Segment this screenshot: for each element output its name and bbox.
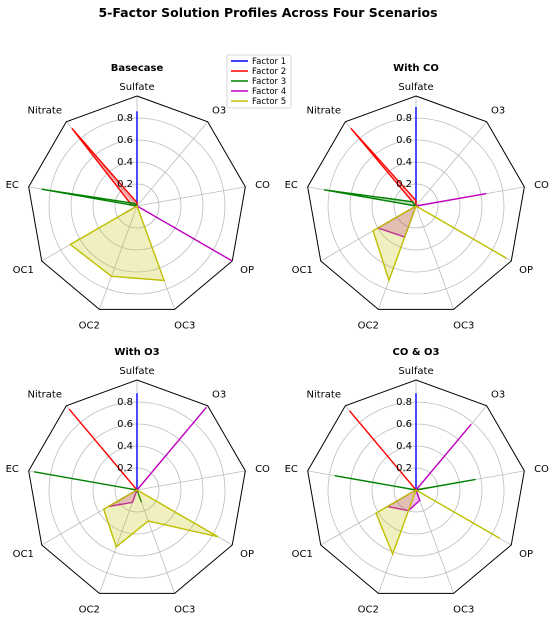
r-tick-label: 0.4 — [117, 157, 133, 168]
axis-label-co: CO — [534, 180, 549, 191]
axis-label-nitrate: Nitrate — [307, 389, 342, 400]
axis-label-oc2: OC2 — [358, 320, 379, 331]
r-tick-label: 0.2 — [396, 463, 412, 474]
legend-frame — [226, 54, 292, 109]
grid-spoke — [136, 470, 246, 491]
axis-label-oc1: OC1 — [292, 265, 313, 276]
r-tick-label: 0.2 — [117, 463, 133, 474]
legend-label: Factor 1 — [252, 57, 286, 67]
axis-label-op: OP — [519, 549, 533, 560]
radar-frame — [28, 379, 246, 594]
legend-label: Factor 3 — [252, 77, 286, 87]
radar-frame — [307, 379, 525, 594]
r-tick-label: 0.2 — [396, 179, 412, 190]
axis-label-oc2: OC2 — [358, 604, 379, 615]
grid-spoke — [415, 121, 488, 207]
r-tick-label: 0.8 — [396, 397, 412, 408]
axis-label-oc2: OC2 — [79, 604, 100, 615]
axis-label-o3: O3 — [212, 389, 226, 400]
grid-spoke — [415, 489, 454, 594]
radar-frame — [307, 95, 525, 310]
radar-frame — [28, 95, 246, 310]
panel-title: With O3 — [114, 347, 159, 358]
r-tick-label: 0.8 — [396, 113, 412, 124]
grid-spoke — [99, 205, 138, 310]
series-factor-3 — [323, 189, 418, 208]
axis-label-oc3: OC3 — [174, 604, 195, 615]
grid-spoke — [136, 121, 209, 207]
axis-label-oc3: OC3 — [174, 320, 195, 331]
radar-panels: 0.2 0.4 0.6 0.8 Sulfate O3 CO OP OC3 OC2 OC1 EC Nitr… — [6, 63, 549, 615]
r-tick-label: 0.6 — [396, 419, 412, 430]
axis-label-ec: EC — [285, 464, 298, 475]
axis-label-o3: O3 — [491, 105, 505, 116]
r-tick-label: 0.8 — [117, 113, 133, 124]
r-tick-label: 0.2 — [117, 179, 133, 190]
axis-label-ec: EC — [6, 464, 19, 475]
axis-label-nitrate: Nitrate — [28, 389, 63, 400]
axis-label-oc2: OC2 — [79, 320, 100, 331]
r-tick-label: 0.6 — [117, 135, 133, 146]
series-factor-5 — [102, 489, 219, 549]
axis-label-oc3: OC3 — [453, 320, 474, 331]
r-tick-label: 0.6 — [117, 419, 133, 430]
axis-label-op: OP — [240, 549, 254, 560]
series-factor-5 — [69, 204, 166, 282]
panel-title: CO & O3 — [393, 347, 440, 358]
grid-spoke — [415, 205, 454, 310]
axis-label-ec: EC — [285, 180, 298, 191]
axis-label-ec: EC — [6, 180, 19, 191]
axis-label-oc1: OC1 — [292, 549, 313, 560]
axis-label-sulfate: Sulfate — [119, 82, 154, 93]
r-tick-label: 0.8 — [117, 397, 133, 408]
axis-label-nitrate: Nitrate — [28, 105, 63, 116]
grid-spoke — [99, 489, 138, 594]
panel-title: With CO — [393, 63, 439, 74]
axis-label-op: OP — [519, 265, 533, 276]
figure-title: 5-Factor Solution Profiles Across Four S… — [98, 5, 437, 20]
grid-spoke — [136, 186, 246, 207]
axis-label-o3: O3 — [491, 389, 505, 400]
radar-panel-0: 0.2 0.4 0.6 0.8 Sulfate O3 CO OP OC3 OC2 OC1 EC Nitr… — [6, 63, 270, 331]
series-factor-3 — [41, 188, 139, 208]
axis-label-oc1: OC1 — [13, 549, 34, 560]
r-tick-label: 0.6 — [396, 135, 412, 146]
legend-label: Factor 5 — [252, 97, 286, 107]
axis-label-sulfate: Sulfate — [398, 82, 433, 93]
axis-label-op: OP — [240, 265, 254, 276]
axis-label-co: CO — [255, 180, 270, 191]
series-factor-5 — [375, 488, 501, 557]
radar-panel-2: 0.2 0.4 0.6 0.8 Sulfate O3 CO OP OC3 OC2 OC1 EC Nitr… — [6, 347, 270, 615]
panel-title: Basecase — [111, 63, 164, 74]
axis-label-oc1: OC1 — [13, 265, 34, 276]
r-tick-label: 0.4 — [117, 441, 133, 452]
legend-label: Factor 2 — [252, 67, 286, 77]
series-factor-2 — [348, 410, 427, 491]
axis-label-co: CO — [255, 464, 270, 475]
axis-label-o3: O3 — [212, 105, 226, 116]
axis-label-nitrate: Nitrate — [307, 105, 342, 116]
radar-panel-1: 0.2 0.4 0.6 0.8 Sulfate O3 CO OP OC3 OC2 OC1 EC Nitr… — [285, 63, 549, 331]
series-factor-2 — [68, 408, 138, 491]
radar-panel-3: 0.2 0.4 0.6 0.8 Sulfate O3 CO OP OC3 OC2 OC1 EC Nitr… — [285, 347, 549, 615]
axis-label-oc3: OC3 — [453, 604, 474, 615]
grid-spoke — [136, 489, 175, 594]
legend-label: Factor 4 — [252, 87, 286, 97]
r-tick-label: 0.4 — [396, 157, 412, 168]
r-tick-label: 0.4 — [396, 441, 412, 452]
axis-label-sulfate: Sulfate — [119, 366, 154, 377]
series-factor-5 — [372, 204, 507, 283]
axis-label-sulfate: Sulfate — [398, 366, 433, 377]
axis-label-co: CO — [534, 464, 549, 475]
